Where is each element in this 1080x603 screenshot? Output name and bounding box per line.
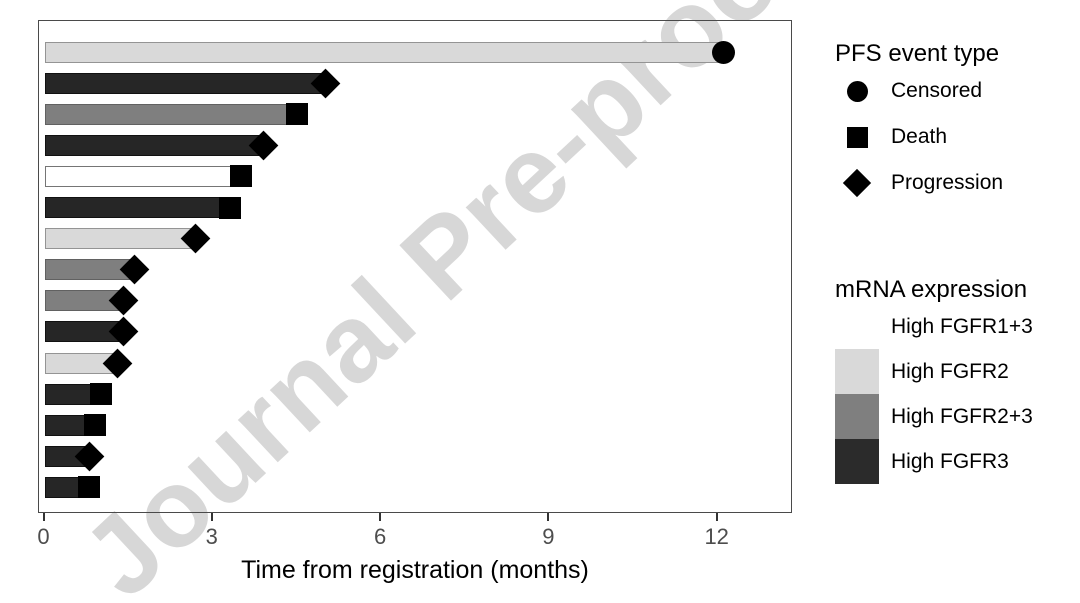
legend-item-fgfr1-3: High FGFR1+3 [835,304,1033,349]
death-label: Death [891,125,948,148]
event-marker-square [89,383,112,406]
censored-label: Censored [891,79,983,102]
event-marker-circle [711,40,735,64]
legend-item-fgfr3: High FGFR3 [835,439,1033,484]
progression-label: Progression [891,171,1004,194]
legend-item-fgfr2: High FGFR2 [835,349,1033,394]
x-tick-label: 3 [205,524,218,549]
fgfr2-3-swatch [835,394,879,439]
patient-bar [44,197,230,218]
patient-bar [44,134,264,156]
x-tick-label: 0 [37,524,50,549]
circle-marker-key [835,80,879,102]
legend-item-censored: Censored [835,68,1003,114]
patient-bar [44,228,196,250]
legend-item-fgfr2-3: High FGFR2+3 [835,394,1033,439]
pfs-event-type-legend: PFS event type Censored Death Progressio… [835,40,1003,206]
fgfr3-label: High FGFR3 [891,449,1009,473]
mrna-expression-legend: mRNA expression High FGFR1+3 High FGFR2 … [835,276,1033,484]
fgfr2-swatch [835,349,879,394]
progression-diamond-icon [842,168,872,198]
legend-item-progression: Progression [835,160,1003,206]
censored-circle-icon [846,80,868,102]
fgfr1-3-swatch [835,304,879,349]
fgfr2-label: High FGFR2 [891,359,1009,383]
event-marker-square [78,476,101,499]
x-axis-title: Time from registration (months) [241,556,589,584]
death-square-icon [846,126,868,148]
fgfr2-3-label: High FGFR2+3 [891,404,1033,428]
patient-bar [44,165,241,187]
x-tick-label: 9 [542,524,555,549]
fgfr1-3-label: High FGFR1+3 [891,314,1033,338]
patient-bar [44,103,297,125]
x-tick [379,513,382,521]
patient-bar [44,72,325,94]
x-tick [210,513,213,521]
plot-panel [38,20,792,513]
event-marker-square [218,196,241,219]
square-marker-key [835,126,879,148]
legend-item-death: Death [835,114,1003,160]
diamond-marker-key [835,168,879,198]
patient-bar [44,41,724,63]
x-tick [42,513,45,521]
x-tick [547,513,550,521]
event-marker-square [229,165,252,188]
mrna-legend-title: mRNA expression [835,276,1028,303]
x-tick-label: 6 [373,524,387,549]
fgfr3-swatch [835,439,879,484]
x-tick-label: 12 [704,524,729,549]
event-marker-square [285,103,308,126]
event-marker-square [83,414,106,437]
x-tick [715,513,718,521]
pfs-legend-title: PFS event type [835,40,1000,67]
